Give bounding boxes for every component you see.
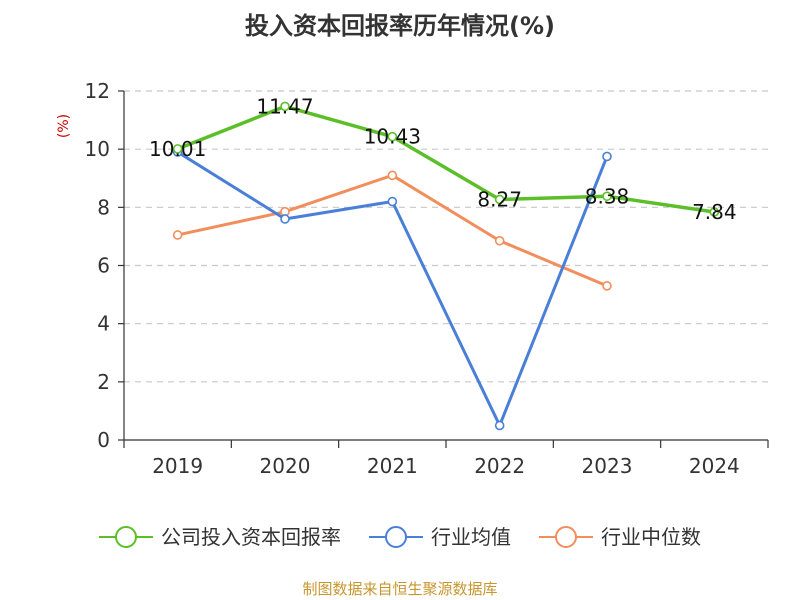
data-point [494, 420, 505, 431]
y-tick-label: 4 [97, 312, 110, 336]
data-point [602, 191, 612, 202]
y-tick-label: 10 [85, 137, 110, 161]
data-label: 10.43 [364, 125, 421, 149]
data-point [387, 131, 398, 142]
data-point [387, 196, 398, 207]
legend-label: 行业均值 [431, 525, 511, 549]
data-label: 11.47 [256, 94, 313, 118]
data-point [494, 194, 505, 205]
series-line [176, 150, 609, 427]
legend-circle-icon [385, 526, 407, 548]
y-axis-title: (%) [56, 114, 72, 138]
legend-item[interactable]: 行业中位数 [539, 525, 701, 549]
y-tick-label: 0 [97, 428, 110, 452]
x-tick-label: 2022 [474, 454, 525, 478]
series-layer [172, 101, 720, 431]
data-point [709, 207, 720, 217]
data-label: 7.84 [692, 200, 737, 224]
legend-circle-icon [115, 526, 137, 548]
data-point [602, 281, 612, 291]
x-tick-label: 2021 [367, 454, 418, 478]
chart-title: 投入资本回报率历年情况(%) [245, 12, 555, 40]
legend-item[interactable]: 公司投入资本回报率 [99, 525, 341, 549]
y-tick-label: 12 [85, 79, 110, 103]
data-label: 10.01 [149, 137, 206, 161]
legend[interactable]: 公司投入资本回报率 行业均值 行业中位数 [99, 525, 701, 549]
data-point [280, 214, 290, 224]
legend-label: 公司投入资本回报率 [161, 525, 341, 549]
legend-item[interactable]: 行业均值 [369, 525, 511, 549]
data-point [172, 230, 183, 240]
data-point [602, 151, 612, 162]
y-tick-label: 6 [97, 254, 110, 278]
grid-layer [124, 90, 768, 383]
data-label: 8.38 [585, 184, 630, 208]
x-tick-label: 2024 [689, 454, 740, 478]
axis-layer: 0 2 4 6 8 10 12 2019 2020 2021 2022 2023 2024 (%) [56, 79, 769, 478]
data-point [280, 101, 290, 112]
series-line [177, 104, 715, 214]
y-tick-label: 8 [97, 195, 110, 219]
data-point [494, 235, 505, 246]
data-label-layer: 10.01 11.47 10.43 8.27 8.38 7.84 [149, 94, 737, 224]
source-note: 制图数据来自恒生聚源数据库 [302, 580, 498, 598]
x-tick-label: 2020 [260, 454, 311, 478]
x-tick-label: 2019 [152, 454, 203, 478]
data-label: 8.27 [477, 187, 522, 211]
legend-label: 行业中位数 [601, 525, 701, 549]
data-point [387, 170, 398, 181]
y-tick-label: 2 [97, 370, 110, 394]
legend-circle-icon [555, 526, 577, 548]
data-point [172, 144, 183, 154]
x-tick-label: 2023 [582, 454, 633, 478]
